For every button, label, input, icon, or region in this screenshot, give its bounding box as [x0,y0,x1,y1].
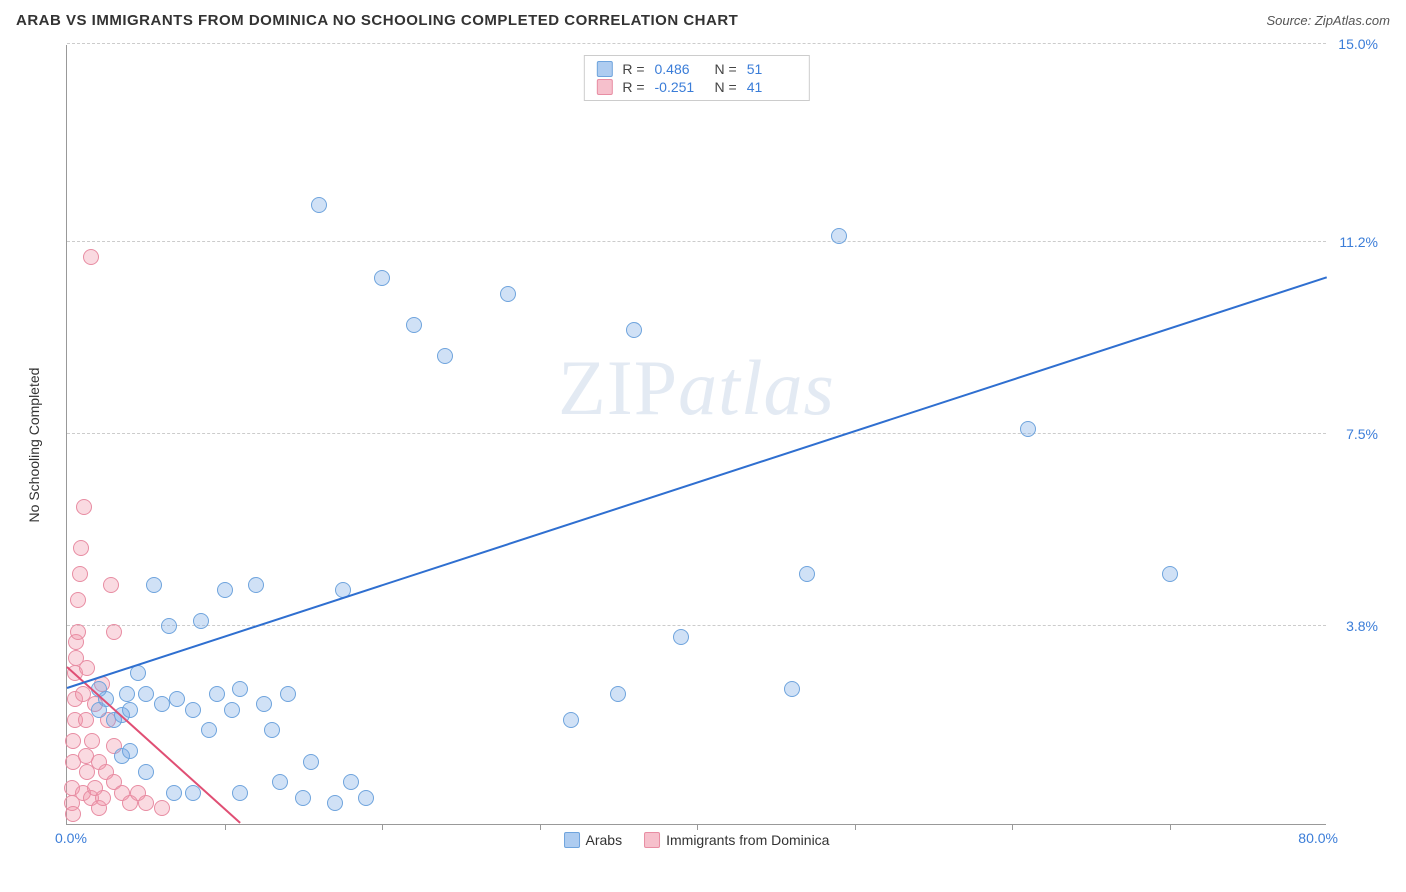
data-point [138,764,154,780]
swatch-icon [596,61,612,77]
x-tick [1170,824,1171,830]
data-point [500,286,516,302]
data-point [83,249,99,265]
data-point [103,577,119,593]
scatter-plot: ZIPatlas R = 0.486 N = 51 R = -0.251 N =… [66,45,1326,825]
chart-area: No Schooling Completed ZIPatlas R = 0.48… [16,35,1390,855]
data-point [166,785,182,801]
data-point [209,686,225,702]
data-point [248,577,264,593]
data-point [437,348,453,364]
legend-item-a: Arabs [564,832,623,848]
data-point [303,754,319,770]
x-tick [697,824,698,830]
data-point [84,733,100,749]
data-point [272,774,288,790]
data-point [256,696,272,712]
x-tick [225,824,226,830]
x-tick [382,824,383,830]
data-point [610,686,626,702]
data-point [295,790,311,806]
data-point [122,743,138,759]
data-point [358,790,374,806]
data-point [311,197,327,213]
swatch-icon [564,832,580,848]
data-point [193,613,209,629]
data-point [343,774,359,790]
data-point [95,790,111,806]
gridline [67,43,1326,44]
data-point [73,540,89,556]
y-axis-label: No Schooling Completed [26,368,42,523]
y-tick-label: 7.5% [1346,426,1378,442]
data-point [65,806,81,822]
x-tick [540,824,541,830]
data-point [626,322,642,338]
data-point [146,577,162,593]
swatch-icon [596,79,612,95]
x-origin-label: 0.0% [55,830,87,846]
data-point [264,722,280,738]
data-point [673,629,689,645]
data-point [169,691,185,707]
data-point [406,317,422,333]
data-point [1020,421,1036,437]
legend-bottom: Arabs Immigrants from Dominica [564,832,830,848]
data-point [831,228,847,244]
data-point [119,686,135,702]
watermark: ZIPatlas [558,343,835,433]
chart-title: ARAB VS IMMIGRANTS FROM DOMINICA NO SCHO… [16,12,738,29]
legend-stats-row-a: R = 0.486 N = 51 [596,60,796,78]
legend-item-b: Immigrants from Dominica [644,832,829,848]
swatch-icon [644,832,660,848]
y-tick-label: 11.2% [1339,234,1378,250]
data-point [784,681,800,697]
data-point [185,702,201,718]
data-point [563,712,579,728]
data-point [217,582,233,598]
data-point [374,270,390,286]
data-point [327,795,343,811]
data-point [201,722,217,738]
data-point [122,702,138,718]
data-point [106,624,122,640]
data-point [138,795,154,811]
data-point [70,592,86,608]
data-point [799,566,815,582]
data-point [161,618,177,634]
data-point [280,686,296,702]
chart-source: Source: ZipAtlas.com [1266,13,1390,28]
chart-header: ARAB VS IMMIGRANTS FROM DOMINICA NO SCHO… [16,12,1390,29]
x-max-label: 80.0% [1298,830,1338,846]
data-point [65,733,81,749]
data-point [72,566,88,582]
trend-line [67,276,1328,689]
data-point [154,696,170,712]
data-point [70,624,86,640]
gridline [67,433,1326,434]
data-point [232,785,248,801]
y-tick-label: 3.8% [1346,618,1378,634]
data-point [76,499,92,515]
data-point [79,660,95,676]
legend-stats-row-b: R = -0.251 N = 41 [596,78,796,96]
x-tick [1012,824,1013,830]
gridline [67,241,1326,242]
x-tick [855,824,856,830]
data-point [1162,566,1178,582]
data-point [232,681,248,697]
data-point [224,702,240,718]
y-tick-label: 15.0% [1338,36,1378,52]
legend-stats-box: R = 0.486 N = 51 R = -0.251 N = 41 [583,55,809,101]
data-point [138,686,154,702]
data-point [154,800,170,816]
